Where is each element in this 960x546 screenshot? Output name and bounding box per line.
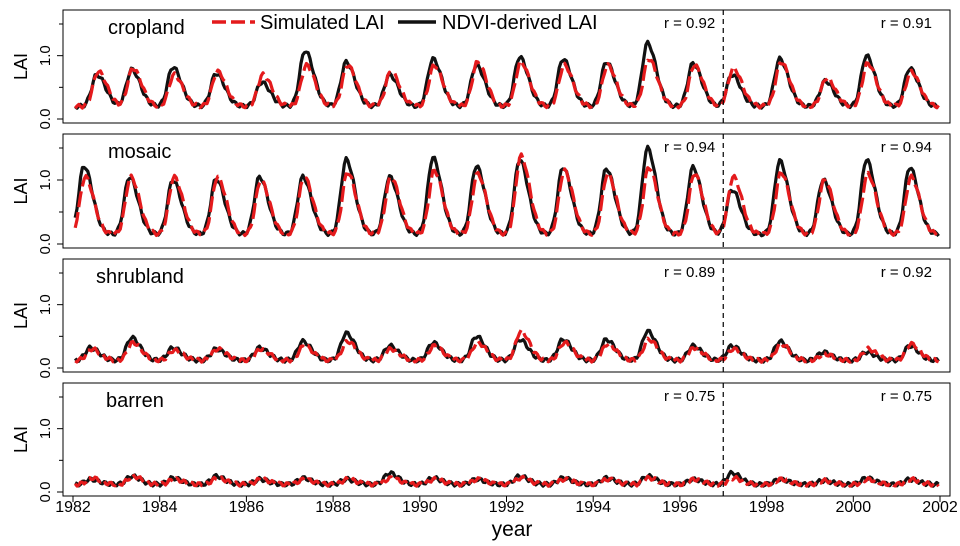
- simulated-lai-line: [73, 58, 940, 110]
- panel-mosaic: 0.0 1.0 LAI mosaic r = 0.94 r = 0.94: [11, 133, 951, 255]
- r-before: r = 0.75: [664, 388, 715, 405]
- panel-shrubland: 0.0 1.0 LAI shrubland r = 0.89 r = 0.92: [11, 258, 951, 379]
- r-before: r = 0.94: [664, 139, 715, 156]
- legend-label-ndvi: NDVI-derived LAI: [442, 12, 598, 34]
- y-tick-label: 0.0: [37, 358, 54, 379]
- x-tick-label: 1998: [749, 499, 785, 516]
- x-tick-label: 1988: [315, 499, 351, 516]
- panels-layer: 0.0 1.0 LAI cropland r = 0.92 r = 0.91 0.0 1.0 L…: [11, 9, 951, 503]
- legend-label-simulated: Simulated LAI: [260, 12, 385, 34]
- x-tick-label: 1996: [662, 499, 698, 516]
- x-tick-label: 1982: [55, 499, 91, 516]
- x-tick-label: 1986: [229, 499, 265, 516]
- panel-label: barren: [106, 390, 164, 412]
- panel-barren: 0.0 1.0 LAI barren r = 0.75 r = 0.75: [11, 382, 951, 503]
- x-tick-label: 1984: [142, 499, 178, 516]
- simulated-lai-line: [73, 152, 940, 238]
- r-after: r = 0.94: [881, 139, 932, 156]
- y-axis-label: LAI: [11, 302, 31, 329]
- simulated-lai-line: [74, 328, 940, 364]
- y-axis-label: LAI: [11, 426, 31, 453]
- x-tick-label: 2002: [922, 499, 958, 516]
- y-tick-label: 1.0: [37, 170, 54, 191]
- x-axis-label: year: [492, 518, 533, 541]
- legend: Simulated LAI NDVI-derived LAI: [212, 12, 598, 34]
- y-tick-label: 1.0: [37, 418, 54, 439]
- y-tick-label: 1.0: [37, 45, 54, 66]
- x-tick-label: 2000: [836, 499, 872, 516]
- r-after: r = 0.91: [881, 15, 932, 32]
- panel-label: mosaic: [108, 141, 171, 163]
- x-axis: 1982 1984 1986 1988 1990 1992 1994 1996 1998 2000…: [55, 496, 958, 516]
- y-tick-label: 0.0: [37, 482, 54, 503]
- y-axis-label: LAI: [11, 177, 31, 204]
- x-tick-label: 1990: [402, 499, 438, 516]
- r-before: r = 0.92: [664, 15, 715, 32]
- simulated-lai-line: [73, 472, 940, 488]
- r-after: r = 0.75: [881, 388, 932, 405]
- panel-frame: [62, 382, 951, 497]
- x-tick-label: 1994: [575, 499, 611, 516]
- panel-cropland: 0.0 1.0 LAI cropland r = 0.92 r = 0.91: [11, 9, 951, 130]
- r-after: r = 0.92: [881, 264, 932, 281]
- panel-label: cropland: [108, 17, 185, 39]
- y-tick-label: 1.0: [37, 294, 54, 315]
- panel-label: shrubland: [96, 266, 184, 288]
- x-tick-label: 1992: [489, 499, 525, 516]
- r-before: r = 0.89: [664, 264, 715, 281]
- y-tick-label: 0.0: [37, 234, 54, 255]
- y-tick-label: 0.0: [37, 109, 54, 130]
- y-axis-label: LAI: [11, 53, 31, 80]
